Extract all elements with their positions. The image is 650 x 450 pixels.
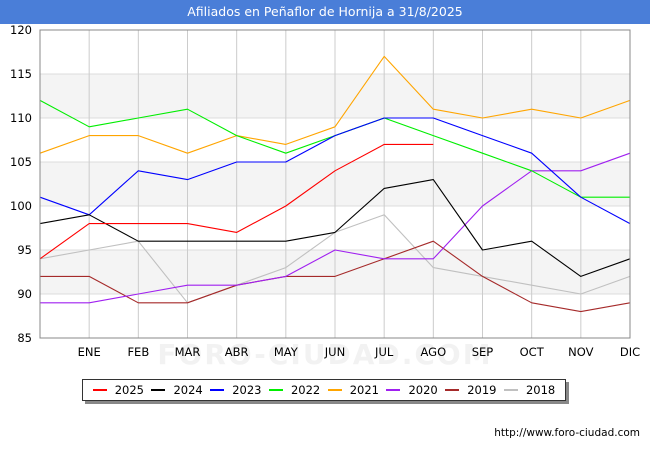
x-tick-label: SEP <box>472 345 494 359</box>
series-line-2025 <box>39 143 434 260</box>
x-tick-label: ABR <box>225 345 249 359</box>
y-tick-label: 110 <box>10 111 32 125</box>
legend-label: 2024 <box>173 383 203 397</box>
legend-item-2018: 2018 <box>503 383 556 397</box>
legend-label: 2020 <box>408 383 438 397</box>
x-tick-label: AGO <box>421 345 447 359</box>
legend-swatch <box>445 389 460 391</box>
x-tick-label: OCT <box>520 345 545 359</box>
legend-item-2025: 2025 <box>92 383 145 397</box>
axes <box>39 29 631 339</box>
y-tick-label: 105 <box>10 155 32 169</box>
legend: 2025 2024 2023 2022 2021 2020 2019 2018 <box>82 379 566 401</box>
x-tick-label: ENE <box>78 345 101 359</box>
y-tick-label: 85 <box>17 331 32 345</box>
legend-label: 2025 <box>114 383 145 397</box>
legend-label: 2019 <box>467 383 497 397</box>
y-tick-label: 90 <box>17 287 32 301</box>
y-tick-label: 95 <box>17 243 32 257</box>
source-url: http://www.foro-ciudad.com <box>494 427 640 439</box>
series-line-2019 <box>40 240 631 313</box>
x-tick-label: JUN <box>324 345 345 359</box>
legend-item-2021: 2021 <box>327 383 380 397</box>
x-tick-label: JUL <box>374 345 394 359</box>
watermark: FORO-CIUDAD.COM <box>157 338 493 371</box>
series-line-2021 <box>39 55 631 154</box>
x-tick-label: DIC <box>620 345 640 359</box>
x-tick-label: FEB <box>127 345 149 359</box>
y-tick-label: 115 <box>10 67 32 81</box>
legend-label: 2023 <box>232 383 262 397</box>
legend-item-2023: 2023 <box>210 383 262 397</box>
legend-item-2024: 2024 <box>151 383 203 397</box>
y-axis-ticks: 85 90 95 100 105 110 115 120 <box>10 23 32 345</box>
legend-label: 2018 <box>525 383 556 397</box>
plot-border <box>39 29 631 339</box>
legend-label: 2022 <box>290 383 321 397</box>
legend-swatch <box>92 389 107 391</box>
x-tick-label: NOV <box>568 345 593 359</box>
legend-swatch <box>503 389 518 391</box>
x-axis-ticks: ENE FEB MAR ABR MAY JUN JUL AGO SEP OCT NOV DIC <box>78 345 641 359</box>
series-lines <box>39 55 631 313</box>
legend-swatch <box>268 389 283 391</box>
series-line-2024 <box>39 179 631 277</box>
chart-title: Afiliados en Peñaflor de Hornija a 31/8/… <box>0 0 650 24</box>
legend-item-2020: 2020 <box>386 383 438 397</box>
y-tick-label: 100 <box>10 199 32 213</box>
x-tick-label: MAY <box>274 345 299 359</box>
legend-swatch <box>210 389 225 391</box>
legend-swatch <box>386 389 401 391</box>
legend-swatch <box>327 389 342 391</box>
legend-swatch <box>151 389 166 391</box>
legend-label: 2021 <box>349 383 380 397</box>
x-tick-label: MAR <box>175 345 201 359</box>
series-line-2023 <box>39 117 631 225</box>
y-tick-label: 120 <box>10 23 32 37</box>
legend-item-2022: 2022 <box>268 383 321 397</box>
legend-item-2019: 2019 <box>445 383 497 397</box>
